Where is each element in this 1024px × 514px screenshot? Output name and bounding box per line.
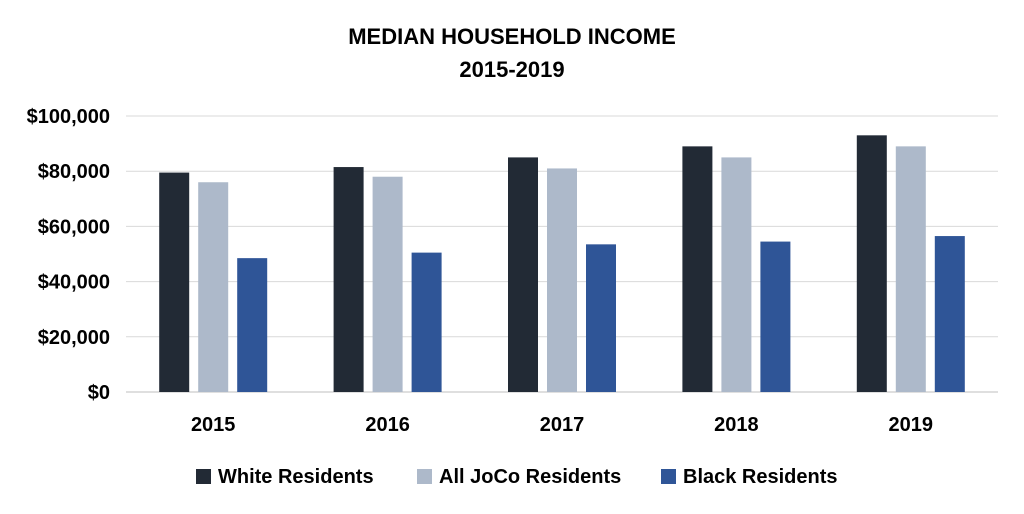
bar-all-joco-residents-2016 [372, 176, 403, 392]
bar-all-joco-residents-2019 [895, 146, 926, 392]
x-axis-tick-labels: 2015 2016 2017 2018 2019 [191, 414, 933, 436]
chart-title: MEDIAN HOUSEHOLD INCOME [348, 24, 676, 49]
legend-label: White Residents [218, 466, 374, 488]
bar-white-residents-2018 [682, 146, 713, 392]
chart-subtitle: 2015-2019 [459, 57, 564, 82]
y-tick-label: $40,000 [38, 272, 110, 294]
x-tick-label: 2016 [365, 414, 410, 436]
bar-all-joco-residents-2018 [721, 157, 752, 392]
x-tick-label: 2017 [540, 414, 585, 436]
legend-item: All JoCo Residents [417, 466, 621, 488]
legend-label: Black Residents [683, 466, 838, 488]
bars [159, 135, 965, 392]
legend-item: White Residents [196, 466, 374, 488]
x-tick-label: 2018 [714, 414, 759, 436]
bar-black-residents-2016 [411, 252, 442, 392]
bar-all-joco-residents-2015 [198, 182, 229, 392]
x-tick-label: 2015 [191, 414, 236, 436]
bar-black-residents-2017 [586, 244, 616, 392]
bar-white-residents-2015 [159, 172, 190, 392]
bar-black-residents-2015 [237, 258, 268, 392]
bar-all-joco-residents-2017 [547, 168, 577, 392]
bar-white-residents-2019 [856, 135, 887, 392]
bar-black-residents-2019 [934, 236, 965, 392]
legend-swatch [196, 469, 211, 484]
bar-white-residents-2016 [333, 167, 364, 392]
y-axis-tick-labels: $0 $20,000 $40,000 $60,000 $80,000 $100,000 [27, 106, 110, 404]
y-tick-label: $100,000 [27, 106, 110, 128]
legend-label: All JoCo Residents [439, 466, 621, 488]
y-tick-label: $80,000 [38, 161, 110, 183]
y-tick-label: $0 [88, 382, 110, 404]
bar-black-residents-2018 [760, 241, 791, 392]
y-tick-label: $60,000 [38, 216, 110, 238]
y-tick-label: $20,000 [38, 327, 110, 349]
x-tick-label: 2019 [889, 414, 934, 436]
legend: White Residents All JoCo Residents Black R… [196, 466, 838, 488]
legend-item: Black Residents [661, 466, 838, 488]
bar-white-residents-2017 [508, 157, 538, 392]
legend-swatch [661, 469, 676, 484]
legend-swatch [417, 469, 432, 484]
